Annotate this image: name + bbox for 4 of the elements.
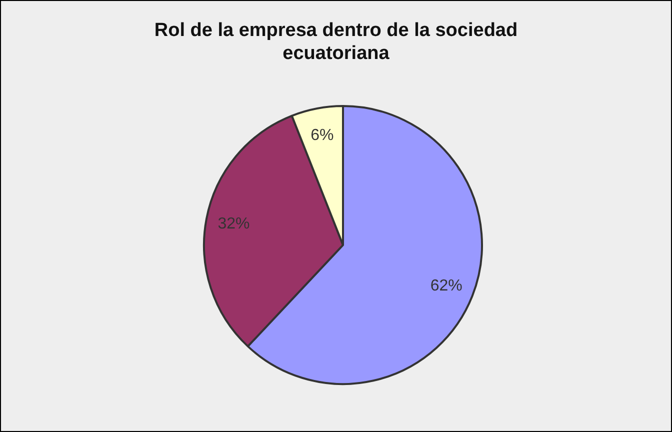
data-label: 32% [218, 216, 250, 233]
data-label: 6% [310, 127, 334, 144]
data-label: 62% [430, 277, 462, 294]
chart-title: Rol de la empresa dentro de la sociedad ecuatoriana [153, 19, 519, 65]
